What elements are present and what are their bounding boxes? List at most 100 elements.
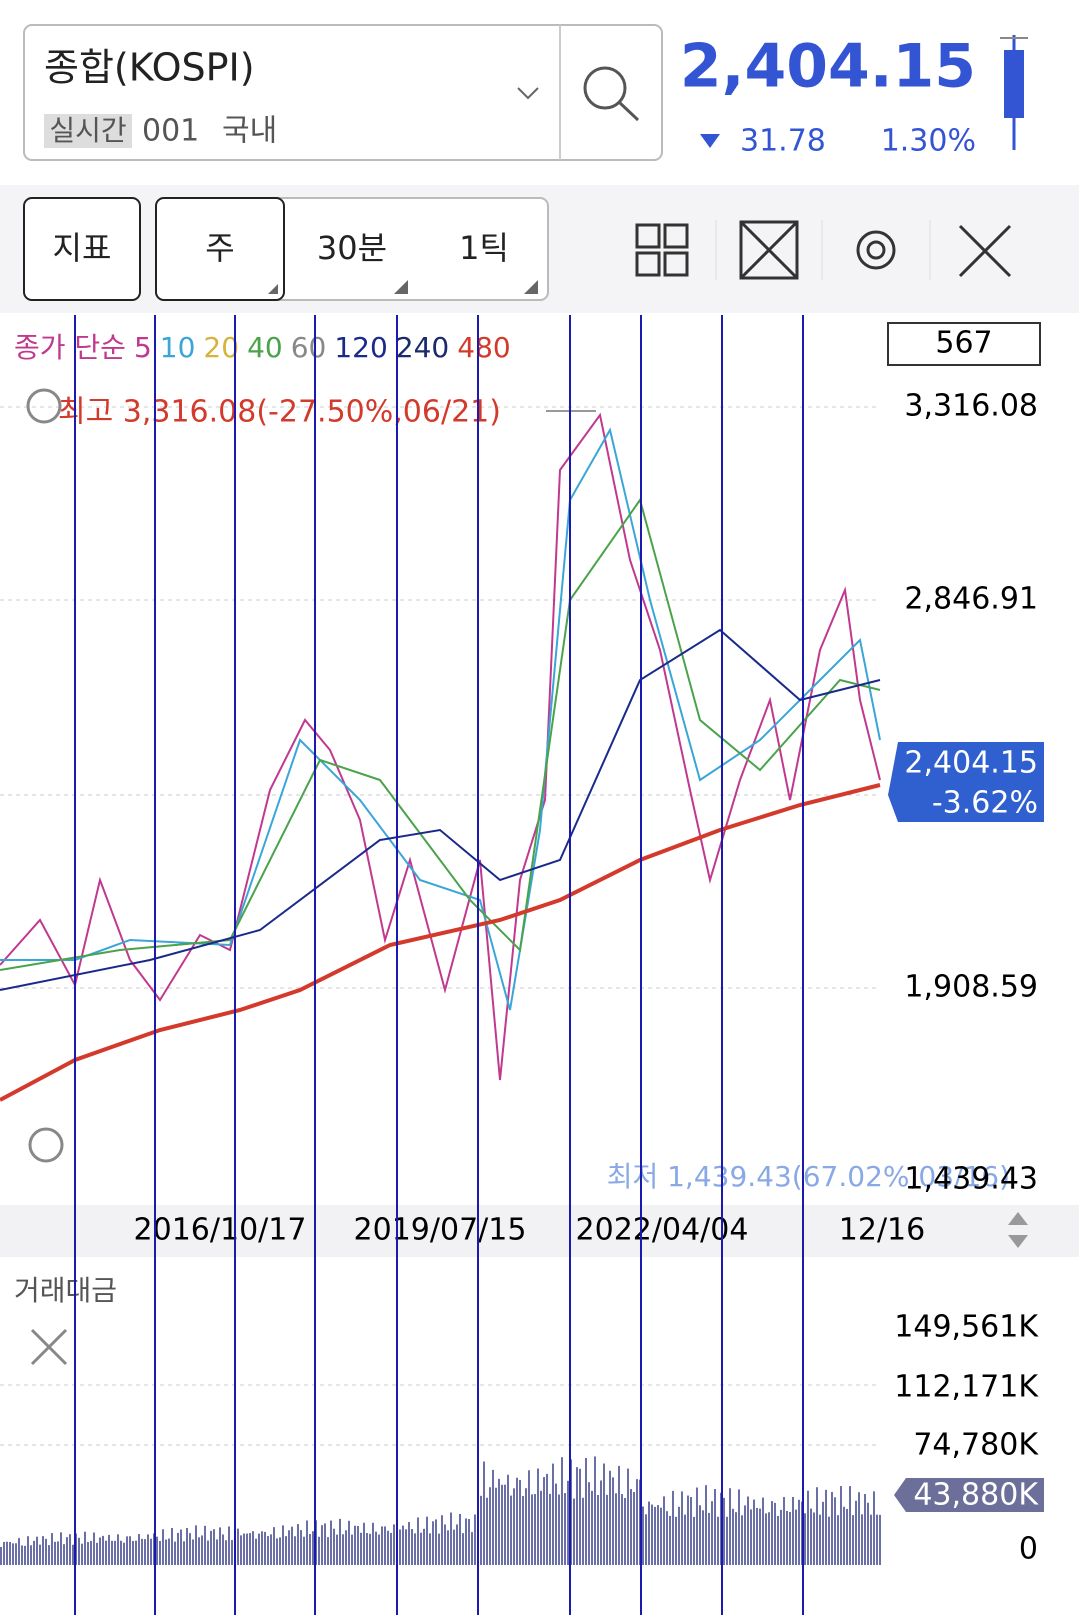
button-label[interactable]: 30분	[317, 229, 387, 267]
volume-texture	[417, 1517, 419, 1565]
volume-texture	[540, 1490, 542, 1565]
button-label[interactable]: 지표	[53, 229, 112, 267]
volume-texture	[225, 1540, 227, 1565]
volume-texture	[675, 1516, 677, 1565]
volume-texture	[192, 1539, 194, 1565]
volume-texture	[597, 1494, 599, 1565]
indicator-button[interactable]	[23, 197, 141, 301]
volume-texture	[528, 1470, 530, 1565]
volume-texture	[255, 1538, 257, 1565]
volume-texture	[852, 1515, 854, 1565]
code: 001	[142, 114, 199, 149]
volume-texture	[156, 1536, 158, 1565]
volume-texture	[81, 1543, 83, 1565]
volume-texture	[237, 1528, 239, 1565]
volume-texture	[747, 1496, 749, 1565]
volume-texture	[558, 1494, 560, 1565]
week-button[interactable]	[155, 197, 285, 301]
volume-texture	[789, 1512, 791, 1565]
volume-texture	[525, 1488, 527, 1565]
volume-texture	[522, 1496, 524, 1565]
volume-texture	[426, 1516, 428, 1565]
volume-texture	[687, 1495, 689, 1565]
price-tag	[888, 742, 1044, 822]
volume-texture	[249, 1533, 251, 1565]
volume-texture	[3, 1541, 5, 1565]
legend: 종가 단순 5 10 20 40 60 120 240 480	[14, 331, 511, 364]
volume-texture	[336, 1534, 338, 1565]
button-label[interactable]: 1틱	[459, 229, 509, 267]
volume-axis-label: 74,780K	[913, 1428, 1039, 1463]
volume-texture	[813, 1512, 815, 1565]
scroll-icon[interactable]	[1008, 1212, 1028, 1248]
volume-texture	[12, 1543, 14, 1565]
legend-item: 240	[396, 331, 449, 364]
volume-texture	[171, 1527, 173, 1565]
volume-texture	[207, 1540, 209, 1565]
price-axis-label: 1,439.43	[904, 1162, 1038, 1197]
zoom-out[interactable]	[28, 1127, 64, 1163]
volume-texture	[585, 1457, 587, 1565]
volume-texture	[663, 1496, 665, 1565]
volume-texture	[72, 1544, 74, 1565]
dropdown-icon[interactable]	[517, 87, 539, 100]
volume-texture	[252, 1531, 254, 1565]
volume-texture	[591, 1490, 593, 1565]
volume-texture	[666, 1511, 668, 1565]
volume-texture	[129, 1536, 131, 1565]
volume-texture	[879, 1514, 881, 1565]
volume-texture	[768, 1512, 770, 1565]
volume-texture	[78, 1537, 80, 1565]
volume-texture	[465, 1518, 467, 1565]
volume-texture	[132, 1540, 134, 1565]
volume-texture	[126, 1536, 128, 1565]
volume-texture	[567, 1480, 569, 1565]
volume-texture	[810, 1508, 812, 1565]
volume-texture	[366, 1533, 368, 1565]
volume-texture	[408, 1522, 410, 1565]
volume-texture	[630, 1489, 632, 1565]
volume-texture	[222, 1534, 224, 1565]
volume-texture	[210, 1530, 212, 1565]
current-change: -3.62%	[932, 786, 1038, 821]
search-box[interactable]	[23, 24, 663, 161]
zoom-in[interactable]	[26, 388, 62, 424]
volume-texture	[483, 1461, 485, 1565]
volume-texture	[42, 1536, 44, 1565]
search-icon[interactable]	[583, 66, 627, 110]
volume-texture	[147, 1534, 149, 1565]
button-label[interactable]: 주	[205, 229, 234, 267]
volume-texture	[834, 1497, 836, 1565]
volume-texture	[453, 1529, 455, 1565]
ma-480	[0, 783, 881, 1102]
volume-texture	[0, 1547, 2, 1565]
volume-texture	[780, 1509, 782, 1565]
toolbar-icons[interactable]	[635, 220, 1012, 280]
volume-texture	[660, 1507, 662, 1565]
volume-texture	[435, 1519, 437, 1565]
volume-texture	[765, 1513, 767, 1565]
volume-texture	[648, 1501, 650, 1565]
volume-texture	[63, 1544, 65, 1565]
volume-texture	[843, 1506, 845, 1565]
volume-texture	[438, 1533, 440, 1565]
legend-item: 10	[160, 331, 196, 364]
close-icon[interactable]	[30, 1328, 68, 1366]
volume-texture	[702, 1510, 704, 1565]
volume-texture	[30, 1545, 32, 1565]
volume-texture	[633, 1491, 635, 1565]
volume-texture	[684, 1514, 686, 1565]
volume-texture	[501, 1484, 503, 1565]
volume-texture	[195, 1525, 197, 1565]
volume-texture	[318, 1536, 320, 1565]
volume-texture	[420, 1532, 422, 1565]
volume-texture	[729, 1488, 731, 1565]
high-note: 최고 3,316.08(-27.50%,06/21)	[58, 395, 501, 430]
volume-texture	[480, 1495, 482, 1565]
volume-texture	[294, 1536, 296, 1565]
volume-texture	[627, 1468, 629, 1565]
volume-texture	[825, 1489, 827, 1565]
volume-texture	[492, 1469, 494, 1565]
volume-texture	[864, 1493, 866, 1565]
volume-texture	[273, 1527, 275, 1565]
